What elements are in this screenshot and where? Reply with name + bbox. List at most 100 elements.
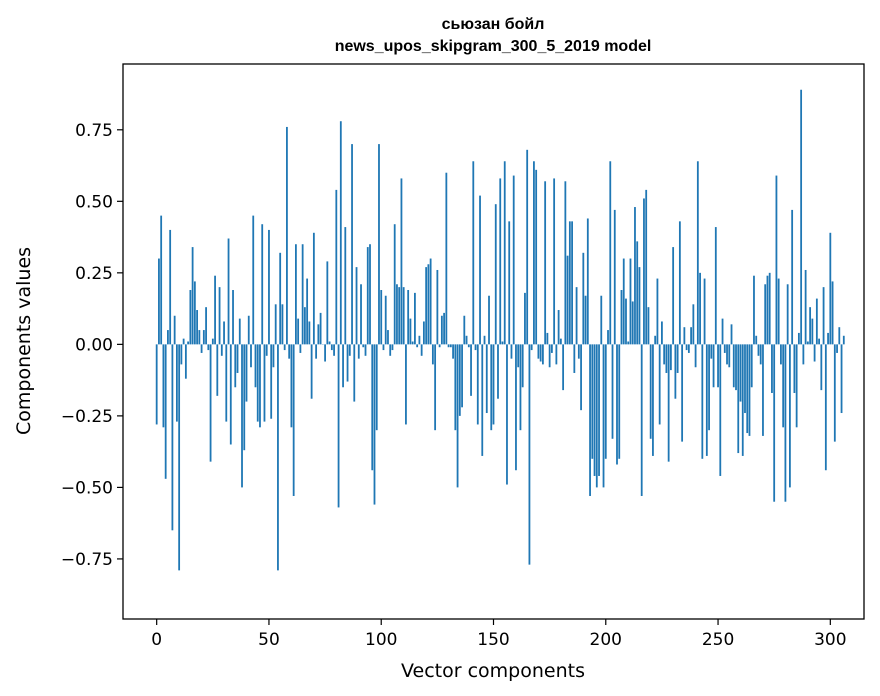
bar-107	[396, 284, 398, 345]
bar-109	[400, 178, 403, 345]
bar-294	[815, 298, 818, 345]
bars-group	[155, 89, 845, 571]
bar-287	[800, 89, 803, 345]
bar-56	[281, 304, 284, 345]
bar-115	[414, 292, 416, 345]
bar-44	[254, 344, 257, 388]
x-axis-label: Vector components	[401, 660, 585, 682]
bar-206	[618, 344, 621, 459]
bar-152	[497, 344, 499, 399]
bar-70	[312, 232, 315, 345]
bar-4	[164, 344, 167, 479]
bar-21	[202, 330, 205, 345]
bar-20	[200, 344, 203, 353]
bar-97	[373, 344, 376, 505]
bar-101	[382, 344, 385, 351]
y-tick-label: −0.50	[61, 478, 113, 498]
bar-42	[250, 344, 252, 368]
bar-227	[665, 344, 668, 373]
bar-135	[458, 344, 461, 416]
bar-260	[739, 344, 742, 402]
bar-175	[548, 344, 551, 368]
bar-290	[806, 341, 809, 345]
bar-68	[308, 321, 311, 345]
bar-104	[389, 344, 392, 356]
bar-24	[209, 344, 212, 462]
bar-179	[557, 310, 560, 345]
bar-305	[840, 344, 843, 414]
bar-137	[463, 315, 466, 345]
bar-212	[631, 301, 634, 345]
bar-262	[744, 344, 746, 414]
bar-59	[288, 344, 291, 359]
bar-253	[723, 344, 726, 353]
bar-16	[191, 247, 194, 345]
bar-81	[337, 344, 340, 508]
bar-51	[270, 344, 273, 419]
bar-76	[326, 261, 329, 345]
bar-187	[575, 287, 578, 345]
bar-0	[155, 344, 158, 425]
bar-223	[656, 278, 659, 345]
bar-80	[335, 189, 338, 345]
bar-204	[613, 209, 616, 345]
bar-250	[717, 344, 719, 388]
bar-114	[411, 341, 414, 345]
bar-82	[339, 121, 342, 345]
bar-244	[703, 278, 706, 345]
bar-185	[571, 221, 573, 345]
bar-292	[811, 318, 814, 345]
bar-79	[333, 344, 335, 356]
bar-165	[526, 149, 529, 345]
bar-296	[820, 344, 823, 391]
bar-53	[274, 304, 277, 345]
bar-132	[452, 344, 454, 359]
bar-293	[813, 344, 816, 362]
bar-190	[582, 252, 585, 345]
bar-54	[277, 344, 279, 571]
bar-272	[766, 275, 769, 345]
bar-232	[676, 344, 679, 373]
bar-22	[205, 307, 207, 345]
bar-9	[175, 344, 178, 422]
bar-214	[636, 241, 639, 345]
bar-43	[252, 215, 255, 345]
bar-63	[297, 318, 300, 345]
bar-10	[178, 344, 181, 571]
bar-240	[694, 344, 697, 368]
bar-156	[506, 344, 508, 485]
bar-270	[762, 344, 764, 436]
bar-226	[663, 344, 666, 365]
bar-149	[490, 344, 493, 431]
bar-30	[223, 321, 225, 345]
bar-306	[842, 335, 845, 345]
bar-158	[510, 344, 513, 359]
x-tick-label: 50	[258, 630, 280, 650]
bar-191	[584, 295, 587, 345]
bar-249	[714, 227, 717, 345]
bar-77	[328, 341, 331, 345]
bar-224	[658, 344, 661, 425]
bar-245	[705, 344, 708, 456]
bar-116	[416, 344, 419, 348]
bar-40	[245, 344, 248, 402]
bar-8	[173, 315, 176, 345]
bar-60	[290, 344, 293, 428]
bar-285	[795, 344, 798, 428]
bar-291	[809, 307, 812, 345]
bar-159	[512, 175, 515, 345]
bar-128	[443, 312, 445, 345]
bar-105	[391, 344, 394, 351]
bar-255	[728, 344, 731, 368]
bar-67	[306, 278, 309, 345]
bar-199	[602, 344, 605, 488]
bar-195	[593, 344, 596, 476]
bar-269	[759, 344, 762, 365]
bar-66	[303, 307, 306, 345]
bar-62	[295, 244, 297, 345]
bar-209	[625, 298, 627, 345]
bar-186	[573, 344, 576, 373]
bar-119	[422, 321, 425, 345]
bar-87	[351, 144, 353, 345]
bar-263	[746, 344, 749, 434]
